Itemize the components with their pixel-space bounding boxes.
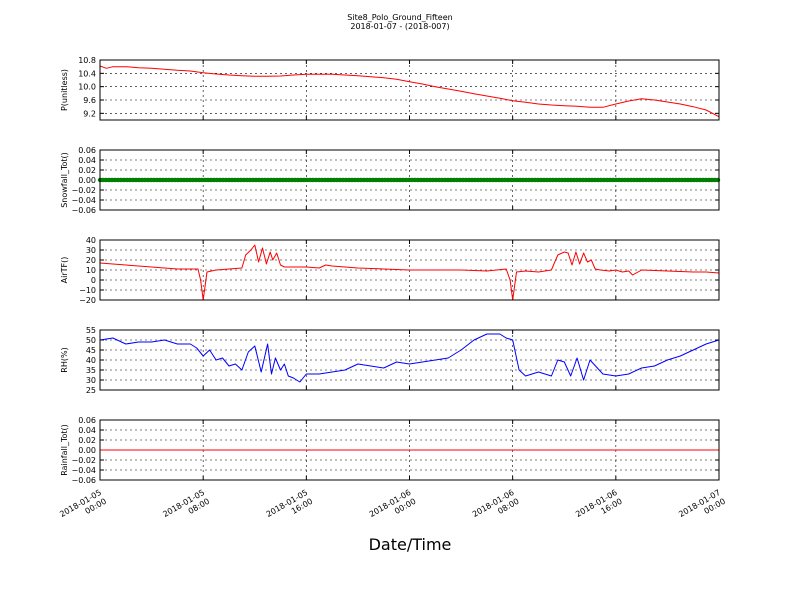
y-tick-label: 30: [86, 376, 96, 385]
y-tick-label: −0.02: [71, 186, 96, 195]
panels: 9.29.610.010.410.8P(unitless)−0.06−0.04−…: [58, 56, 727, 528]
y-tick-label: −0.06: [71, 476, 96, 485]
y-axis-label: AirTF(): [60, 257, 69, 284]
y-tick-label: 0.04: [78, 156, 96, 165]
y-tick-label: 45: [86, 346, 96, 355]
y-tick-label: 0.04: [78, 426, 96, 435]
chart-subtitle: 2018-01-07 - (2018-007): [350, 22, 449, 31]
y-tick-label: 0.00: [78, 176, 96, 185]
plot-frame: [99, 239, 720, 301]
series-line-P(unitless): [99, 65, 720, 118]
y-tick-label: 10.0: [78, 83, 96, 92]
x-axis-label: Date/Time: [369, 535, 452, 554]
y-tick-label: 0.00: [78, 446, 96, 455]
chart-title: Site8_Polo_Ground_Fifteen: [347, 13, 452, 22]
x-tick-label: 2018-01-0616:00: [574, 488, 624, 528]
y-axis-label: Rainfall_Tot(): [60, 424, 69, 476]
plot-frame: [99, 149, 720, 211]
y-tick-label: 30: [86, 246, 96, 255]
y-tick-label: 0.02: [78, 166, 96, 175]
y-tick-label: −0.04: [71, 196, 96, 205]
y-tick-label: 50: [86, 336, 96, 345]
x-tick-label: 2018-01-0500:00: [58, 488, 108, 528]
x-tick-label: 2018-01-0600:00: [368, 488, 418, 528]
x-tick-label: 2018-01-0700:00: [677, 488, 727, 528]
plot-frame: [99, 419, 720, 481]
y-tick-label: 10: [86, 266, 96, 275]
y-tick-label: 0.06: [78, 146, 96, 155]
y-tick-label: −20: [79, 296, 96, 305]
panel-2: −0.06−0.04−0.020.000.020.040.06 Snowfall_…: [60, 146, 721, 215]
y-tick-label: 55: [86, 326, 96, 335]
series-line-RH(%): [99, 333, 720, 383]
y-tick-label: −0.02: [71, 456, 96, 465]
y-tick-label: 40: [86, 356, 96, 365]
plot-frame: [99, 59, 720, 121]
y-tick-label: 35: [86, 366, 96, 375]
x-tick-label: 2018-01-0516:00: [265, 488, 315, 528]
plot-frame: [99, 329, 720, 391]
y-tick-label: −0.06: [71, 206, 96, 215]
y-tick-label: −0.04: [71, 466, 96, 475]
y-tick-label: 10.4: [78, 69, 96, 78]
y-axis-label: RH(%): [60, 347, 69, 372]
series-line-AirTF(): [99, 244, 720, 301]
y-tick-label: 10.8: [78, 56, 96, 65]
y-axis-label: Snowfall_Tot(): [60, 152, 69, 208]
x-tick-label: 2018-01-0508:00: [161, 488, 211, 528]
x-tick-label: 2018-01-0608:00: [471, 488, 521, 528]
y-tick-label: −10: [79, 286, 96, 295]
y-tick-label: 0: [91, 276, 96, 285]
y-tick-label: 0.02: [78, 436, 96, 445]
y-tick-label: 20: [86, 256, 96, 265]
y-tick-label: 9.6: [83, 96, 96, 105]
panel-1: 9.2 9.6 10.0 10.4 10.8 P(unitless): [60, 56, 720, 121]
y-tick-label: 0.06: [78, 416, 96, 425]
y-tick-label: 25: [86, 386, 96, 395]
panel-5: −0.06−0.04−0.020.000.020.040.06 Rainfall_…: [60, 416, 720, 485]
data-point: [715, 177, 721, 183]
y-tick-label: 40: [86, 236, 96, 245]
y-tick-label: 9.2: [83, 109, 96, 118]
y-axis-label: P(unitless): [60, 69, 69, 111]
